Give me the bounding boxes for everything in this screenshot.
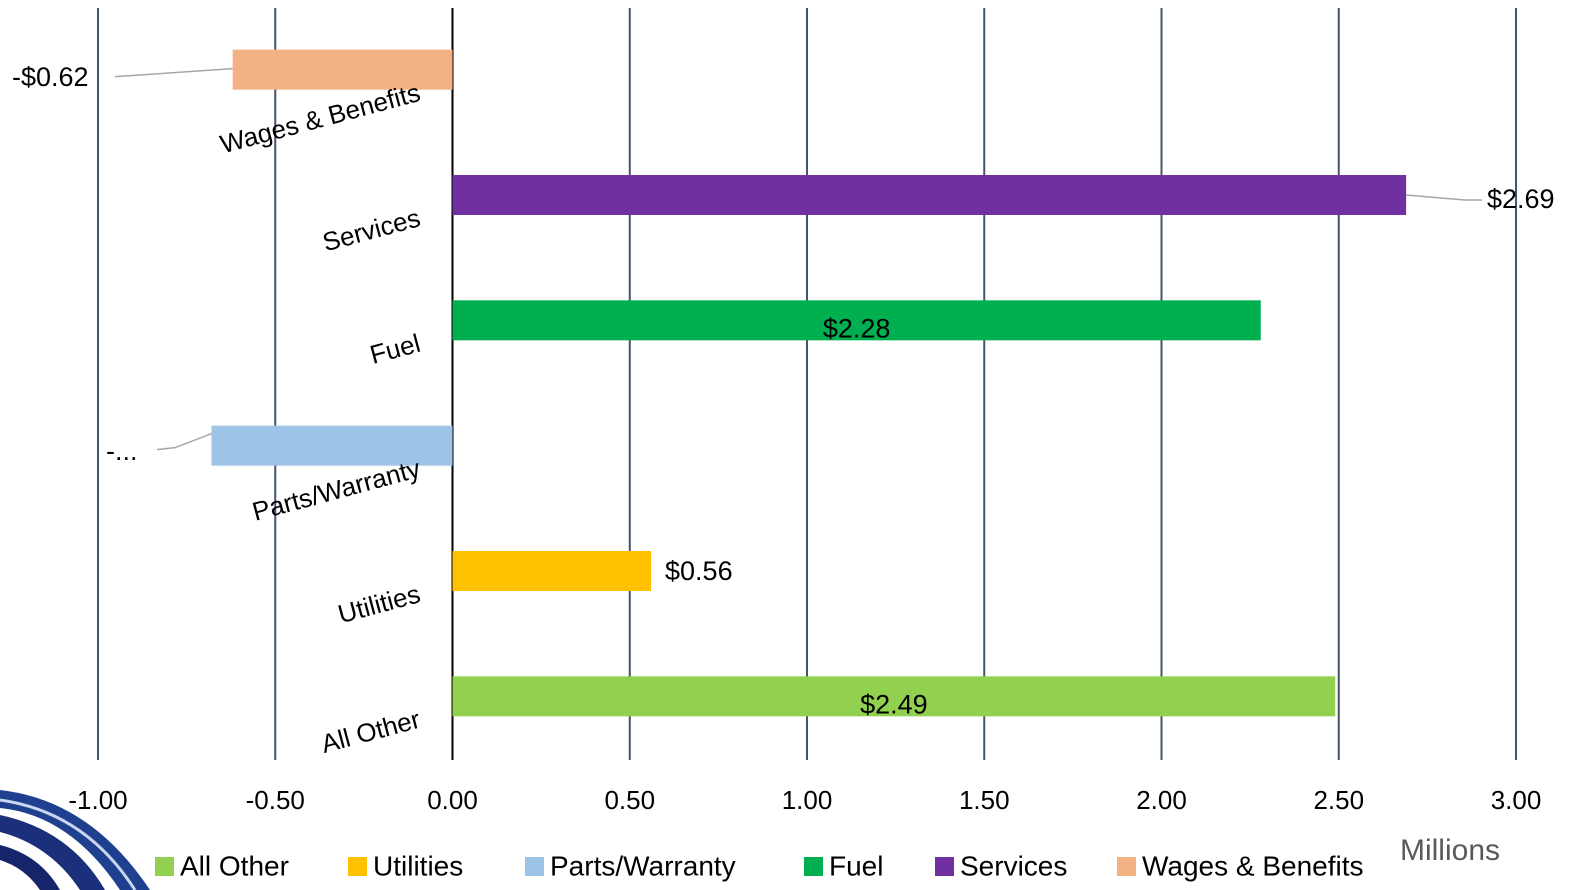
bar xyxy=(452,676,1336,717)
legend-swatch xyxy=(155,857,174,876)
leader-line xyxy=(156,432,212,451)
leader-line xyxy=(1406,194,1482,201)
x-tick-label: 0.50 xyxy=(604,785,655,815)
bar xyxy=(452,551,652,591)
leader-line xyxy=(114,67,233,78)
x-tick-label: 2.50 xyxy=(1313,785,1364,815)
x-tick-label: 1.00 xyxy=(782,785,833,815)
value-label: $0.56 xyxy=(665,556,733,586)
bar xyxy=(452,300,1261,341)
x-tick-label: 3.00 xyxy=(1491,785,1542,815)
bar xyxy=(211,425,453,466)
value-label: $2.69 xyxy=(1487,184,1555,214)
legend-label: Wages & Benefits xyxy=(1142,850,1364,881)
corner-decoration xyxy=(0,790,150,890)
value-label: -... xyxy=(106,436,138,466)
x-tick-label: -0.50 xyxy=(246,785,305,815)
legend-label: Parts/Warranty xyxy=(550,850,736,881)
legend-swatch xyxy=(935,857,954,876)
value-label: $2.49 xyxy=(860,689,928,719)
value-label: -$0.62 xyxy=(12,62,89,92)
legend-label: All Other xyxy=(180,850,289,881)
category-label: Utilities xyxy=(335,578,424,629)
category-label: Fuel xyxy=(367,328,424,370)
bar xyxy=(232,49,453,90)
legend-swatch xyxy=(348,857,367,876)
value-label: $2.28 xyxy=(823,313,891,343)
legend-label: Utilities xyxy=(373,850,463,881)
category-label: All Other xyxy=(318,704,424,759)
x-tick-label: 2.00 xyxy=(1136,785,1187,815)
category-label: Services xyxy=(319,202,423,257)
x-tick-label: 0.00 xyxy=(427,785,478,815)
legend-label: Services xyxy=(960,850,1067,881)
legend-swatch xyxy=(525,857,544,876)
legend-swatch xyxy=(804,857,823,876)
axis-unit-label: Millions xyxy=(1400,834,1500,867)
x-tick-label: 1.50 xyxy=(959,785,1010,815)
bar xyxy=(452,175,1407,215)
legend-swatch xyxy=(1117,857,1136,876)
x-tick-label: -1.00 xyxy=(68,785,127,815)
legend-label: Fuel xyxy=(829,850,883,881)
